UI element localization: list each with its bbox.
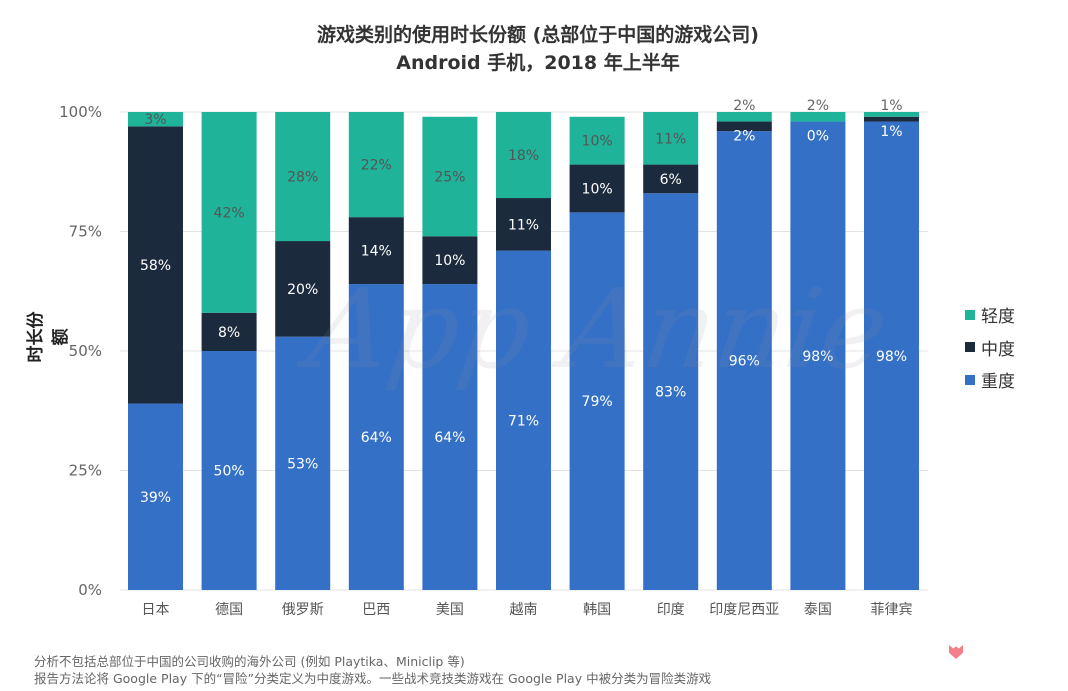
data-label: 28% (287, 170, 318, 186)
bar-segment (790, 112, 846, 122)
data-label: 11% (508, 217, 539, 233)
chart-subtitle: Android 手机，2018 年上半年 (396, 52, 680, 74)
bar-segment (275, 336, 331, 590)
bar-segment (569, 212, 625, 590)
data-label: 22% (361, 158, 392, 174)
data-label: 2% (733, 129, 755, 145)
data-label: 3% (144, 112, 166, 128)
bar-segment (128, 403, 183, 590)
bar-segment (643, 112, 699, 165)
bar-segment (569, 116, 625, 165)
bar-segment (348, 217, 404, 285)
bar-segment (569, 164, 625, 213)
watermark: App Annie (301, 265, 896, 393)
bar-segment (422, 284, 478, 590)
legend-item: 轻度 (965, 302, 1015, 327)
data-label: 42% (214, 205, 245, 221)
x-tick-label: 菲律宾 (871, 602, 913, 618)
data-label: 10% (582, 181, 613, 197)
data-label: 83% (655, 385, 686, 401)
data-label: 10% (434, 253, 465, 269)
bar-segment (128, 126, 183, 404)
y-tick-label: 25% (69, 462, 102, 480)
data-label: 50% (214, 464, 245, 480)
legend-swatch (965, 342, 975, 352)
app-annie-logo-icon (949, 645, 963, 659)
bar-segment (275, 241, 331, 337)
legend-label: 轻度 (981, 307, 1015, 327)
x-tick-label: 泰国 (804, 602, 832, 618)
bar-segment (201, 351, 257, 590)
bar-segment (348, 284, 404, 590)
bar-segment (716, 131, 772, 590)
chart-title: 游戏类别的使用时长份额 (总部位于中国的游戏公司) (317, 24, 759, 46)
legend-swatch (965, 309, 975, 320)
data-label: 11% (655, 131, 686, 147)
bar-segment (201, 112, 257, 313)
legend-label: 重度 (981, 372, 1015, 392)
footnote-1: 分析不包括总部位于中国的公司收购的海外公司 (例如 Playtika、Minic… (34, 654, 465, 669)
data-label: 10% (582, 134, 613, 150)
bar-segment (643, 193, 699, 590)
data-label: 2% (733, 98, 755, 114)
legend-label: 中度 (981, 339, 1015, 360)
data-label: 1% (880, 124, 902, 140)
x-tick-label: 印度 (657, 602, 685, 618)
data-label: 39% (140, 490, 171, 506)
legend-item: 重度 (965, 367, 1015, 392)
data-label: 79% (582, 394, 613, 410)
data-label: 14% (361, 244, 392, 260)
x-tick-label: 韩国 (583, 602, 611, 618)
x-tick-label: 美国 (436, 602, 464, 618)
y-tick-label: 75% (69, 223, 102, 241)
data-label: 6% (660, 172, 682, 188)
data-label: 25% (434, 170, 465, 186)
data-label: 1% (880, 98, 902, 114)
bar-segment (864, 121, 919, 590)
data-label: 64% (434, 430, 465, 446)
data-label: 18% (508, 148, 539, 164)
legend-swatch (965, 374, 975, 385)
x-tick-label: 越南 (510, 602, 538, 618)
data-label: 0% (807, 129, 829, 145)
y-tick-label: 100% (59, 103, 102, 121)
bar-segment (496, 112, 551, 199)
bar-segment (716, 121, 772, 132)
y-tick-label: 50% (69, 342, 102, 360)
data-label: 58% (140, 258, 171, 274)
bar-segment (201, 312, 257, 351)
y-tick-label: 0% (78, 581, 102, 599)
x-tick-label: 俄罗斯 (282, 602, 324, 618)
data-label: 2% (807, 98, 829, 114)
x-tick-label: 印度尼西亚 (709, 602, 779, 618)
footnote-2: 报告方法论将 Google Play 下的“冒险”分类定义为中度游戏。一些战术竞… (34, 671, 712, 686)
bar-segment (643, 164, 699, 194)
bar-segment (864, 112, 919, 117)
bar-segment (128, 112, 183, 127)
data-label: 98% (876, 349, 907, 365)
bar-segment (275, 112, 331, 242)
x-tick-label: 德国 (215, 602, 243, 618)
data-label: 96% (729, 354, 760, 370)
legend-item: 中度 (965, 335, 1015, 360)
data-label: 64% (361, 430, 392, 446)
bar-segment (422, 116, 478, 237)
bar-segment (348, 112, 404, 218)
data-label: 53% (287, 456, 318, 472)
bar-segment (790, 121, 846, 590)
x-tick-label: 巴西 (362, 602, 390, 618)
data-label: 8% (218, 325, 240, 341)
bar-segment (864, 116, 919, 122)
bar-segment (422, 236, 478, 285)
bar-segment (716, 112, 772, 122)
data-label: 98% (802, 349, 833, 365)
bar-segment (496, 198, 551, 251)
data-label: 20% (287, 282, 318, 298)
bar-segment (496, 250, 551, 590)
x-tick-label: 日本 (142, 602, 170, 618)
data-label: 71% (508, 413, 539, 429)
